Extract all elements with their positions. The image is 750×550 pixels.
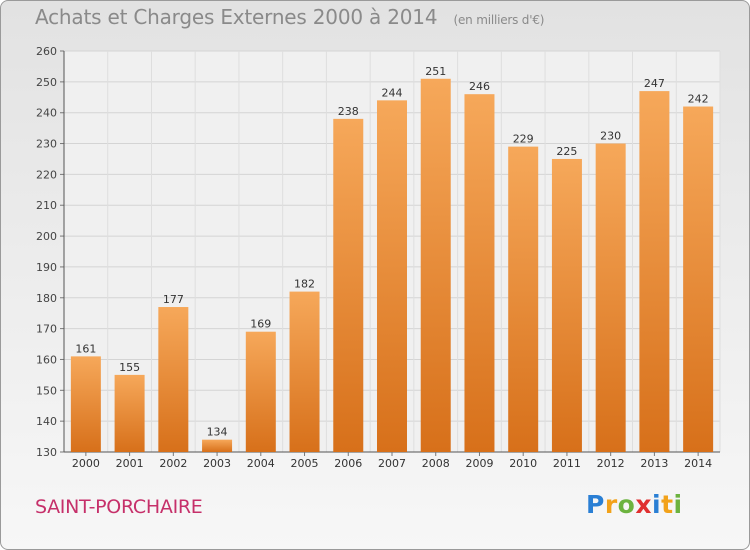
bar-2007 — [377, 100, 407, 452]
x-tick-label: 2001 — [116, 457, 144, 470]
x-tick-label: 2006 — [334, 457, 362, 470]
bar-value-label: 169 — [250, 318, 271, 331]
x-tick-label: 2004 — [247, 457, 275, 470]
x-tick-label: 2013 — [640, 457, 668, 470]
bars-layer — [70, 78, 714, 453]
bar-2013 — [639, 91, 670, 452]
bar-2008 — [420, 78, 451, 452]
bar-value-label: 251 — [425, 65, 446, 78]
bar-value-label: 177 — [163, 293, 184, 306]
chart-title: Achats et Charges Externes 2000 à 2014 (… — [35, 5, 544, 29]
x-tick-label: 2007 — [378, 457, 406, 470]
bar-2002 — [158, 307, 189, 452]
y-tick-label: 160 — [36, 353, 57, 366]
bar-value-label: 246 — [469, 80, 490, 93]
x-tick-label: 2009 — [465, 457, 493, 470]
y-tick-label: 250 — [36, 76, 57, 89]
bar-value-label: 242 — [688, 93, 709, 106]
y-tick-label: 140 — [36, 415, 57, 428]
y-tick-label: 170 — [36, 323, 57, 336]
city-name: SAINT-PORCHAIRE — [35, 496, 203, 518]
y-tick-label: 200 — [36, 230, 57, 243]
bar-value-label: 244 — [382, 86, 403, 99]
labels-layer: 130 140 150 160 170 180 190 200 210 220 230 240 250 2… — [36, 45, 712, 470]
bar-2011 — [551, 158, 582, 452]
x-tick-label: 2003 — [203, 457, 231, 470]
y-tick-label: 240 — [36, 107, 57, 120]
bar-2006 — [333, 118, 364, 452]
y-tick-label: 130 — [36, 446, 57, 459]
y-tick-label: 220 — [36, 168, 57, 181]
y-tick-label: 150 — [36, 384, 57, 397]
bar-value-label: 247 — [644, 77, 665, 90]
x-tick-label: 2000 — [72, 457, 100, 470]
bar-value-label: 238 — [338, 105, 359, 118]
bar-value-label: 182 — [294, 278, 315, 291]
bar-2009 — [464, 94, 495, 452]
bar-value-label: 230 — [600, 130, 621, 143]
bar-2004 — [245, 331, 276, 452]
bar-2000 — [70, 356, 101, 452]
bar-value-label: 229 — [513, 133, 534, 146]
y-tick-label: 210 — [36, 199, 57, 212]
y-tick-label: 190 — [36, 261, 57, 274]
x-tick-label: 2005 — [291, 457, 319, 470]
x-tick-label: 2014 — [684, 457, 712, 470]
bar-value-label: 225 — [556, 145, 577, 158]
chart-unit: (en milliers d'€) — [453, 13, 545, 27]
x-tick-label: 2010 — [509, 457, 537, 470]
bar-value-label: 161 — [75, 342, 96, 355]
proxiti-logo[interactable]: Proxiti — [586, 490, 683, 519]
bar-2014 — [683, 106, 714, 453]
bar-2005 — [289, 291, 320, 452]
bar-value-label: 155 — [119, 361, 140, 374]
chart-title-text: Achats et Charges Externes 2000 à 2014 — [35, 5, 438, 29]
bar-2010 — [508, 146, 539, 452]
bar-value-label: 134 — [207, 426, 228, 439]
y-tick-label: 260 — [36, 45, 57, 58]
bar-2001 — [114, 374, 145, 452]
bar-2012 — [595, 143, 626, 453]
y-tick-label: 230 — [36, 138, 57, 151]
x-tick-label: 2002 — [159, 457, 187, 470]
x-tick-label: 2012 — [597, 457, 625, 470]
x-tick-label: 2008 — [422, 457, 450, 470]
x-tick-label: 2011 — [553, 457, 581, 470]
y-tick-label: 180 — [36, 292, 57, 305]
bar-2003 — [202, 439, 233, 452]
